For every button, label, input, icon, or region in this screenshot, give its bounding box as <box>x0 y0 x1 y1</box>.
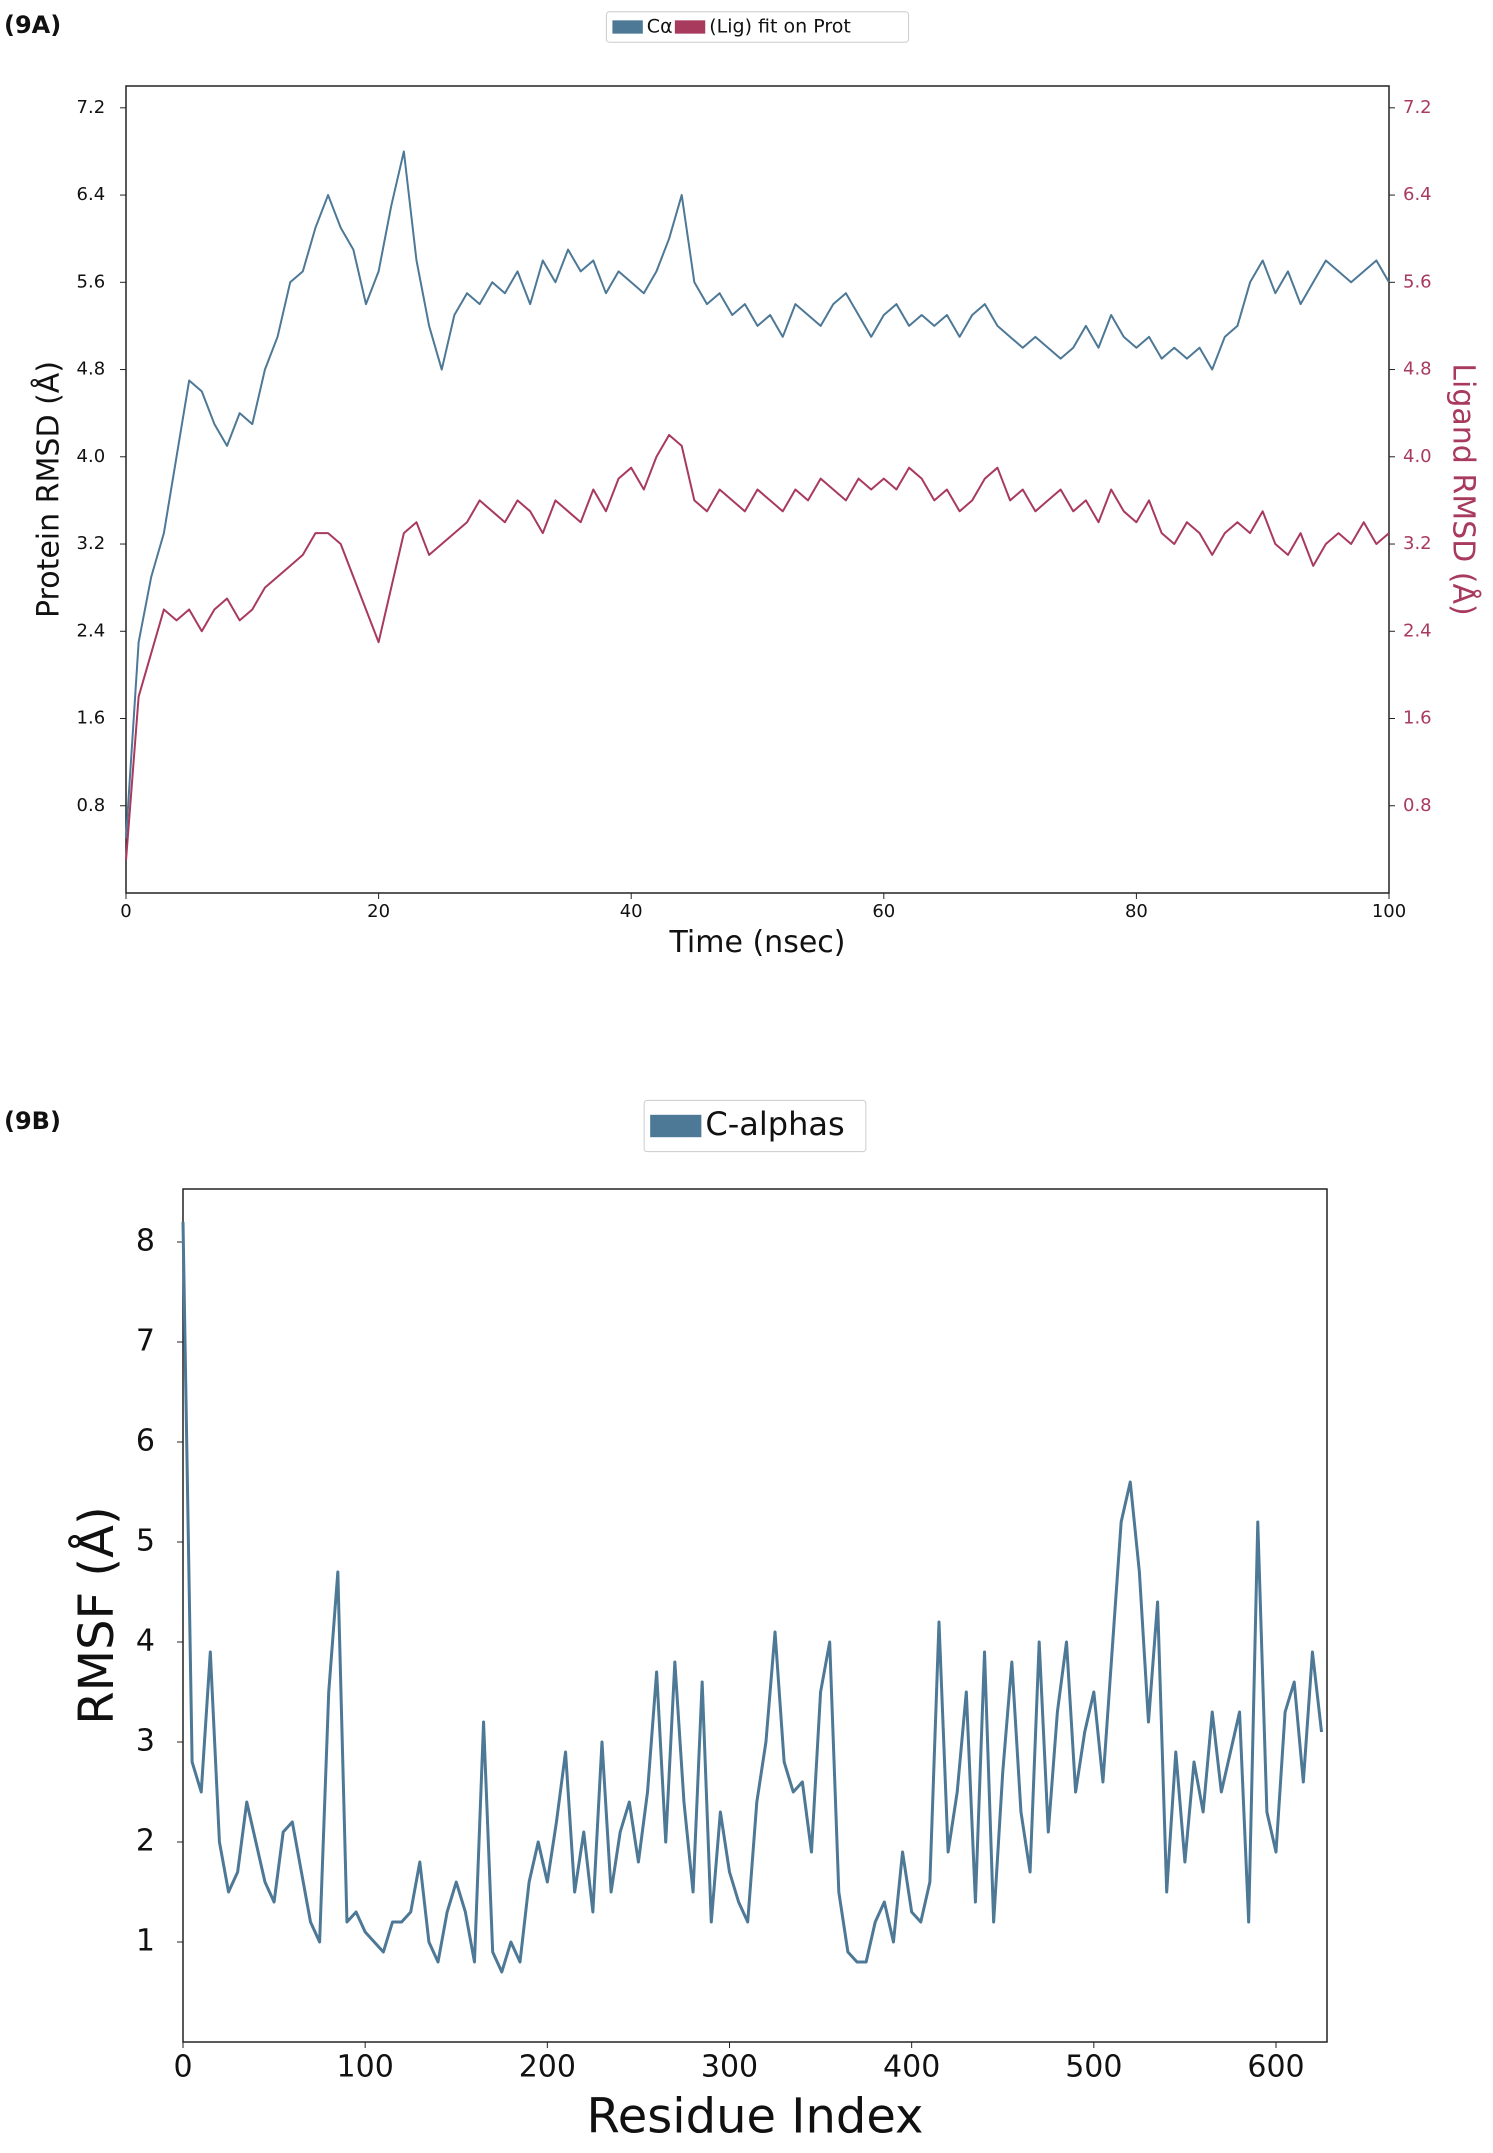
y2-tick-label: 3.2 <box>1403 533 1432 554</box>
x-tick-label: 300 <box>701 2050 758 2085</box>
y-tick-label: 5 <box>136 1524 155 1559</box>
x-tick-label: 0 <box>120 901 131 922</box>
y2-tick-label: 4.8 <box>1403 359 1432 380</box>
x-tick-label: 100 <box>337 2050 394 2085</box>
legend-box <box>643 1099 867 1153</box>
data-line <box>125 150 1390 839</box>
y-tick-label: 4.8 <box>77 359 106 380</box>
data-line <box>181 1221 1324 1974</box>
y-tick-label: 2.4 <box>77 620 106 641</box>
legend-label: (Lig) fit on Prot <box>709 16 851 38</box>
y2-tick-label: 1.6 <box>1403 708 1432 729</box>
y2-tick-label: 0.8 <box>1403 795 1432 816</box>
legend-swatch <box>650 1114 702 1138</box>
legend-box <box>605 11 910 43</box>
x-tick-label: 400 <box>883 2050 940 2085</box>
y-tick-label: 5.6 <box>77 271 106 292</box>
y-tick-label: 2 <box>136 1824 155 1859</box>
y-tick-label: 7.2 <box>77 97 106 118</box>
y2-axis-label: Ligand RMSD (Å) <box>1446 363 1482 615</box>
x-tick-label: 600 <box>1247 2050 1304 2085</box>
plot-frame <box>182 1188 1328 2043</box>
y-tick-label: 8 <box>136 1224 155 1259</box>
x-tick-label: 200 <box>519 2050 576 2085</box>
y2-tick-label: 4.0 <box>1403 446 1432 467</box>
x-tick-label: 100 <box>1372 901 1406 922</box>
y2-tick-label: 6.4 <box>1403 184 1432 205</box>
legend: C-alphas <box>643 1099 867 1153</box>
x-tick-label: 60 <box>872 901 895 922</box>
y-tick-label: 0.8 <box>77 795 106 816</box>
y-axis-label: RMSF (Å) <box>68 1506 125 1724</box>
x-tick-label: 40 <box>620 901 643 922</box>
x-tick-label: 0 <box>173 2050 192 2085</box>
legend-label: Cα <box>647 16 673 38</box>
legend-label: C-alphas <box>705 1105 844 1143</box>
y-axis-label: Protein RMSD (Å) <box>31 361 67 618</box>
plot-frame <box>125 85 1390 894</box>
panel-label: (9B) <box>4 1107 61 1135</box>
legend: Cα (Lig) fit on Prot <box>605 11 910 43</box>
y-tick-label: 3.2 <box>77 533 106 554</box>
y-tick-label: 4 <box>136 1624 155 1659</box>
legend-swatch <box>612 20 643 34</box>
y-tick-label: 1.6 <box>77 708 106 729</box>
y2-tick-label: 5.6 <box>1403 271 1432 292</box>
x-axis-label: Time (nsec) <box>669 925 846 960</box>
x-tick-label: 500 <box>1065 2050 1122 2085</box>
y2-tick-label: 2.4 <box>1403 620 1432 641</box>
y-tick-label: 6.4 <box>77 184 106 205</box>
y-tick-label: 7 <box>136 1324 155 1359</box>
x-tick-label: 20 <box>367 901 390 922</box>
x-axis-label: Residue Index <box>587 2089 924 2145</box>
y-tick-label: 6 <box>136 1424 155 1459</box>
y-tick-label: 4.0 <box>77 446 106 467</box>
y2-tick-label: 7.2 <box>1403 97 1432 118</box>
legend-swatch <box>674 20 706 34</box>
x-tick-label: 80 <box>1125 901 1148 922</box>
panel-label: (9A) <box>4 11 61 39</box>
y-tick-label: 3 <box>136 1724 155 1759</box>
data-line <box>125 433 1390 861</box>
y-tick-label: 1 <box>136 1924 155 1959</box>
